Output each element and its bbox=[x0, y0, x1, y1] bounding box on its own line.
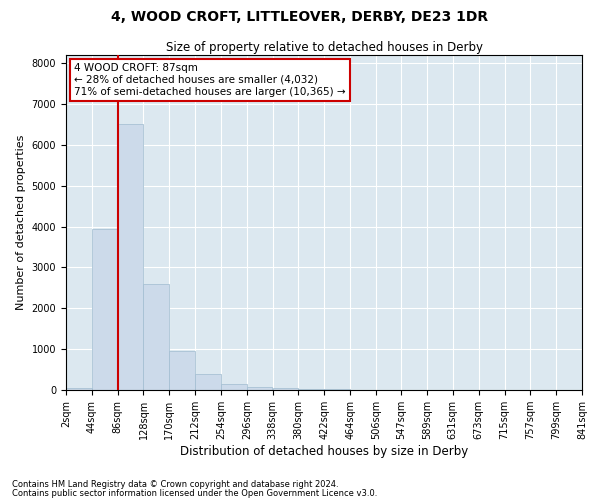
Title: Size of property relative to detached houses in Derby: Size of property relative to detached ho… bbox=[166, 41, 482, 54]
Text: Contains HM Land Registry data © Crown copyright and database right 2024.: Contains HM Land Registry data © Crown c… bbox=[12, 480, 338, 489]
Bar bbox=[169, 351, 195, 390]
Bar bbox=[247, 386, 272, 390]
Bar bbox=[325, 389, 350, 390]
Bar bbox=[272, 388, 298, 390]
Bar bbox=[143, 284, 169, 390]
Bar bbox=[92, 228, 118, 390]
Text: 4, WOOD CROFT, LITTLEOVER, DERBY, DE23 1DR: 4, WOOD CROFT, LITTLEOVER, DERBY, DE23 1… bbox=[112, 10, 488, 24]
Text: 4 WOOD CROFT: 87sqm
← 28% of detached houses are smaller (4,032)
71% of semi-det: 4 WOOD CROFT: 87sqm ← 28% of detached ho… bbox=[74, 64, 346, 96]
Bar bbox=[118, 124, 143, 390]
Bar bbox=[298, 389, 324, 390]
Bar bbox=[195, 374, 221, 390]
X-axis label: Distribution of detached houses by size in Derby: Distribution of detached houses by size … bbox=[180, 445, 468, 458]
Bar bbox=[66, 388, 92, 390]
Bar bbox=[221, 384, 247, 390]
Text: Contains public sector information licensed under the Open Government Licence v3: Contains public sector information licen… bbox=[12, 488, 377, 498]
Y-axis label: Number of detached properties: Number of detached properties bbox=[16, 135, 26, 310]
